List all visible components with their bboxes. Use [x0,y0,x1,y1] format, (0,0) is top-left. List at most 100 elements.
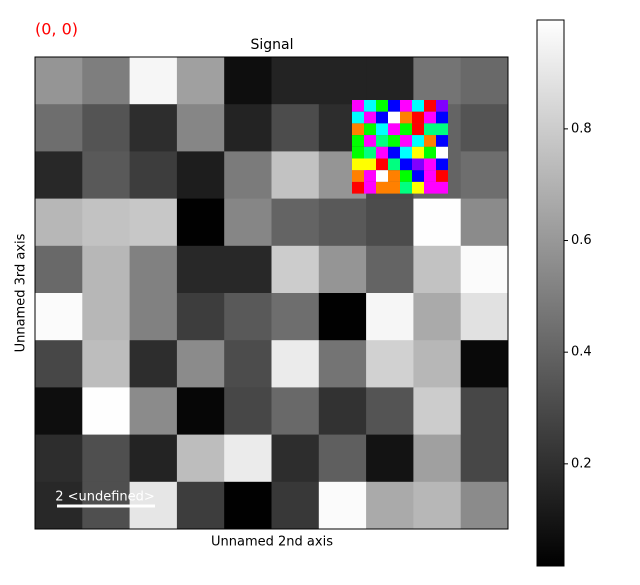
patch-cell [400,181,412,194]
patch-cell [412,146,424,159]
cell [224,104,272,152]
cell [460,57,509,105]
patch-cell [388,170,400,182]
cell [413,434,462,483]
cell [129,151,178,200]
patch-cell [400,135,412,147]
cell [413,387,462,436]
cell [318,198,367,247]
cell [271,198,320,247]
patch-cell [400,100,412,112]
cell [318,481,367,530]
cell [224,481,272,530]
patch-cell [412,158,424,171]
patch-cell [424,123,436,136]
patch-cell [388,146,400,159]
cell [176,340,225,388]
colorbar-tick-label: 0.8 [571,121,592,136]
patch-cell [436,158,448,171]
cell [413,481,462,530]
y-axis-label: Unnamed 3rd axis [14,233,29,352]
cell [271,481,320,530]
cell [35,245,83,294]
cell [82,57,131,105]
patch-cell [388,181,400,194]
patch-cell [352,158,364,171]
colorbar-tick-label: 0.2 [571,456,592,471]
colorbar-tick-label: 0.6 [571,233,592,248]
patch-cell [436,123,448,136]
cell [35,387,83,436]
cell [271,151,320,200]
cell [460,434,509,483]
cell [82,104,131,152]
cell [224,198,272,247]
patch-cell [424,146,436,159]
cell [460,151,509,200]
patch-cell [436,135,448,147]
patch-cell [364,181,376,194]
cell [460,293,509,341]
cell [35,434,83,483]
patch-cell [400,111,412,124]
cell [82,434,131,483]
patch-cell [388,123,400,136]
cell [82,151,131,200]
patch-cell [400,158,412,171]
cell [318,293,367,341]
heatmap [35,57,509,530]
cell [271,293,320,341]
patch-cell [352,170,364,182]
patch-cell [376,111,388,124]
cell [129,245,178,294]
cell [82,198,131,247]
patch-cell [388,135,400,147]
cell [176,481,225,530]
cell [129,57,178,105]
cell [460,104,509,152]
cell [271,104,320,152]
patch-cell [412,135,424,147]
cell [35,293,83,341]
cell [318,340,367,388]
patch-cell [376,158,388,171]
cell [224,434,272,483]
cell [413,57,462,105]
patch-cell [352,111,364,124]
patch-cell [436,170,448,182]
patch-cell [412,181,424,194]
patch-cell [376,100,388,112]
patch-cell [376,135,388,147]
cell [82,387,131,436]
marker-patch [352,100,448,194]
cell [224,245,272,294]
cell [366,198,414,247]
patch-cell [400,170,412,182]
cell [176,434,225,483]
cell [35,104,83,152]
patch-cell [436,181,448,194]
cell [129,104,178,152]
patch-cell [412,123,424,136]
patch-cell [424,111,436,124]
patch-cell [412,100,424,112]
patch-cell [364,146,376,159]
axes-frame [34,56,509,530]
patch-cell [424,135,436,147]
x-axis-label: Unnamed 2nd axis [211,535,333,550]
cell [176,57,225,105]
cell [318,245,367,294]
cell [366,57,414,105]
cell [176,245,225,294]
patch-cell [388,100,400,112]
patch-cell [424,170,436,182]
cell [176,293,225,341]
cell [366,245,414,294]
cell [271,434,320,483]
cell [271,57,320,105]
patch-cell [352,181,364,194]
patch-cell [364,123,376,136]
cell [460,340,509,388]
cell [224,340,272,388]
cell [35,57,83,105]
